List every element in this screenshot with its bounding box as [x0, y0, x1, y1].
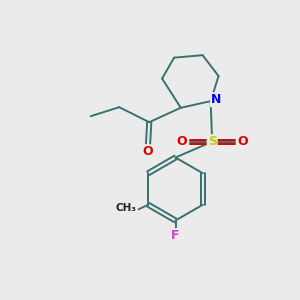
Text: S: S	[208, 135, 217, 148]
Text: O: O	[238, 135, 248, 148]
Text: N: N	[211, 93, 221, 106]
Text: CH₃: CH₃	[116, 203, 136, 213]
Text: F: F	[171, 229, 180, 242]
Text: O: O	[176, 135, 187, 148]
Text: O: O	[143, 146, 153, 158]
